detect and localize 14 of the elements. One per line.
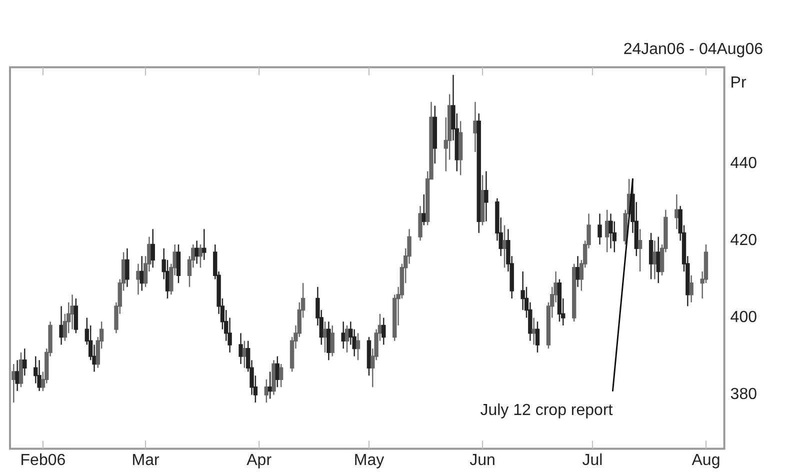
x-tick-label: Aug xyxy=(692,452,720,469)
chart-title: 24Jan06 - 04Aug06 xyxy=(623,41,764,58)
y-tick-label: 440 xyxy=(730,154,758,172)
annotation: July 12 crop report xyxy=(480,402,614,419)
x-tick-label: Mar xyxy=(132,452,160,469)
y-tick-label: 400 xyxy=(730,309,758,326)
x-tick-label: Jun xyxy=(470,452,496,469)
y-tick-label: 420 xyxy=(730,232,758,250)
x-tick-label: May xyxy=(354,452,384,469)
x-tick-label: Apr xyxy=(246,452,272,469)
x-tick-label: Feb06 xyxy=(20,452,66,469)
y-axis-title: Pr xyxy=(730,74,747,92)
x-tick-label: Jul xyxy=(582,452,603,469)
y-tick-label: 380 xyxy=(730,386,758,404)
